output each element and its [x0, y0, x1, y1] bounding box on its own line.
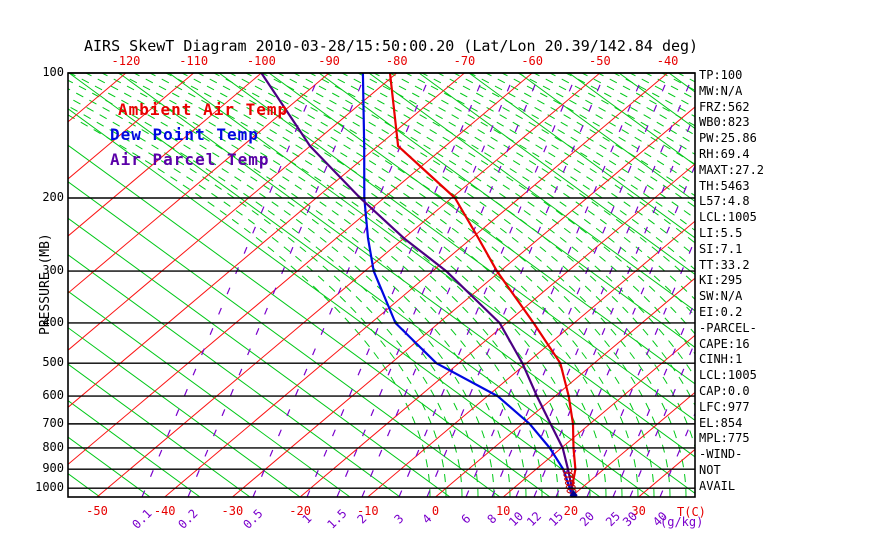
stat-line-6: MAXT:27.2 — [699, 162, 765, 177]
top-temp-tick--60: -60 — [521, 54, 543, 68]
stat-line-3: WB0:823 — [699, 115, 750, 130]
stat-line-14: SW:N/A — [699, 289, 743, 304]
pressure-tick-800: 800 — [42, 439, 64, 454]
top-temp-tick--100: -100 — [246, 54, 276, 68]
top-temp-tick--120: -120 — [111, 54, 141, 68]
stat-line-1: MW:N/A — [699, 83, 743, 98]
top-temp-tick--70: -70 — [453, 54, 476, 68]
mixing-unit-label: (g/kg) — [660, 515, 704, 529]
chart-title: AIRS SkewT Diagram 2010-03-28/15:50:00.2… — [84, 37, 699, 55]
stat-line-18: CINH:1 — [699, 352, 743, 367]
top-temp-tick--80: -80 — [385, 54, 408, 68]
bottom-temp-tick-0: 0 — [431, 504, 440, 518]
stat-line-22: EL:854 — [699, 415, 743, 430]
legend-air-parcel-temp: Air Parcel Temp — [110, 150, 270, 169]
legend-dew-point-temp: Dew Point Temp — [110, 125, 259, 144]
top-temp-tick--50: -50 — [589, 54, 611, 68]
stat-line-24: -WIND- — [699, 447, 743, 462]
bottom-temp-tick--20: -20 — [289, 504, 311, 518]
pressure-tick-300: 300 — [42, 263, 64, 278]
stat-line-7: TH:5463 — [699, 178, 750, 193]
stat-line-0: TP:100 — [699, 68, 743, 82]
bottom-temp-tick--30: -30 — [221, 504, 244, 518]
stat-line-8: L57:4.8 — [699, 194, 750, 209]
bottom-temp-tick--40: -40 — [153, 504, 176, 518]
stat-line-21: LFC:977 — [699, 399, 750, 414]
pressure-tick-100: 100 — [42, 65, 64, 79]
stat-line-26: AVAIL — [699, 478, 736, 493]
pressure-tick-500: 500 — [42, 355, 64, 370]
bottom-temp-tick-30: 30 — [631, 504, 646, 518]
pressure-tick-600: 600 — [42, 388, 64, 403]
stat-line-5: RH:69.4 — [699, 147, 750, 161]
top-temp-tick--110: -110 — [179, 54, 209, 68]
stat-line-20: CAP:0.0 — [699, 384, 750, 398]
bottom-temp-tick--50: -50 — [86, 504, 108, 518]
pressure-tick-700: 700 — [42, 415, 64, 430]
stat-line-12: TT:33.2 — [699, 257, 750, 272]
stat-line-17: CAPE:16 — [699, 336, 750, 351]
pressure-tick-200: 200 — [42, 189, 64, 204]
stat-line-25: NOT — [699, 463, 721, 477]
stat-line-23: MPL:775 — [699, 431, 750, 446]
bottom-temp-tick-20: 20 — [563, 504, 579, 518]
temp-unit-label: T(C) — [677, 505, 706, 519]
top-temp-tick--40: -40 — [656, 54, 679, 68]
stat-line-11: SI:7.1 — [699, 241, 743, 256]
bottom-temp-tick-10: 10 — [495, 504, 511, 518]
top-temp-tick--90: -90 — [318, 54, 340, 68]
stat-line-15: EI:0.2 — [699, 305, 743, 319]
stat-line-10: LI:5.5 — [699, 226, 743, 240]
legend-ambient-air-temp: Ambient Air Temp — [118, 100, 289, 119]
bottom-temp-tick--10: -10 — [356, 504, 379, 518]
stat-line-13: KI:295 — [699, 273, 743, 288]
pressure-tick-900: 900 — [42, 461, 64, 476]
stat-line-16: -PARCEL- — [699, 320, 757, 335]
pressure-tick-400: 400 — [42, 314, 64, 329]
stat-line-19: LCL:1005 — [699, 368, 757, 383]
stat-line-2: FRZ:562 — [699, 99, 750, 114]
pressure-tick-1000: 1000 — [35, 480, 64, 495]
stat-line-9: LCL:1005 — [699, 210, 757, 225]
stat-line-4: PW:25.86 — [699, 131, 757, 146]
